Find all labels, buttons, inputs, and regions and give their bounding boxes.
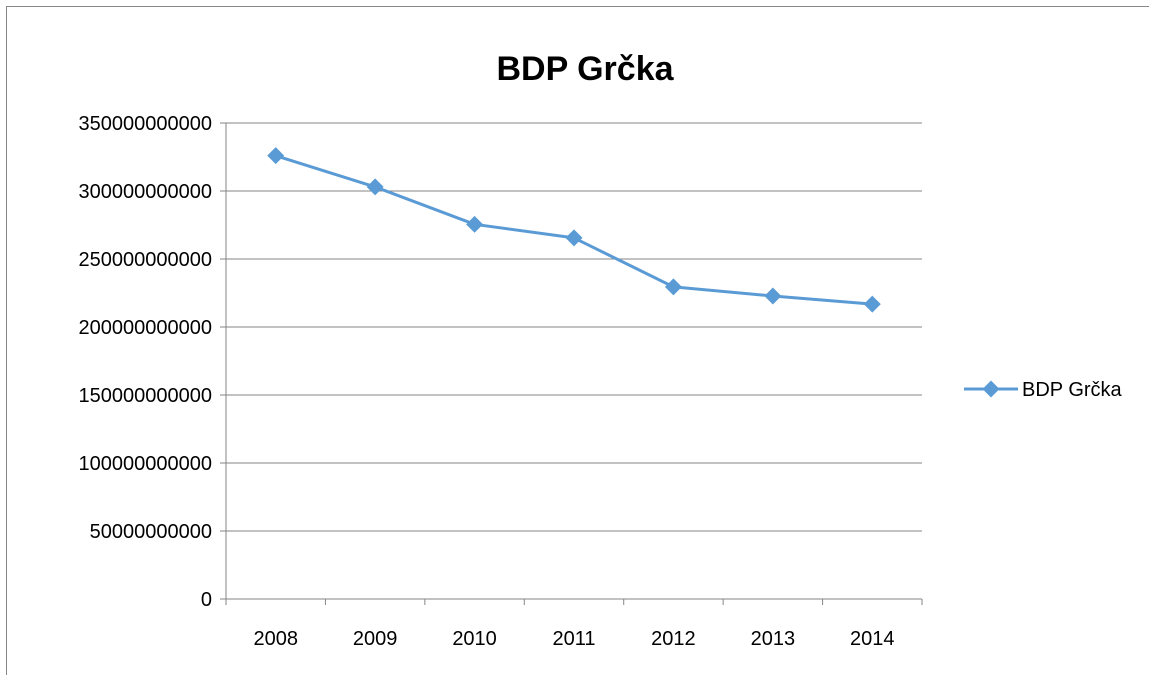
x-tick-label: 2014 — [850, 628, 895, 650]
legend: BDP Grčka — [964, 379, 1123, 401]
y-tick-label: 0 — [201, 589, 212, 611]
chart-title: BDP Grčka — [496, 50, 674, 88]
x-tick-label: 2011 — [552, 628, 595, 650]
legend-label: BDP Grčka — [1022, 379, 1123, 401]
data-point — [267, 147, 285, 165]
x-tick-label: 2012 — [651, 628, 696, 650]
gridlines — [226, 122, 922, 532]
data-point — [764, 287, 782, 305]
y-tick-label: 200000000000 — [79, 317, 212, 339]
y-tick-label: 350000000000 — [79, 113, 212, 135]
y-tick-label: 250000000000 — [79, 249, 212, 271]
y-axis-tick-labels: 0 50000000000 100000000000 150000000000 2000… — [79, 113, 212, 611]
data-point — [863, 295, 881, 313]
x-tick-label: 2009 — [353, 628, 398, 650]
y-tick-label: 50000000000 — [90, 521, 212, 543]
x-tick-label: 2008 — [253, 628, 298, 650]
series-group — [267, 147, 881, 313]
axes — [220, 122, 923, 605]
x-axis-tick-labels: 2008 2009 2010 2011 2012 2013 2014 — [253, 628, 894, 650]
data-point — [664, 278, 682, 296]
chart-frame — [6, 6, 1149, 675]
data-point — [366, 178, 384, 196]
x-tick-label: 2013 — [751, 628, 796, 650]
y-tick-label: 150000000000 — [79, 385, 212, 407]
legend-marker-diamond — [982, 380, 1000, 398]
data-point — [565, 229, 583, 247]
y-tick-label: 100000000000 — [79, 453, 212, 475]
y-tick-label: 300000000000 — [79, 181, 212, 203]
x-tick-label: 2010 — [452, 628, 497, 650]
data-point — [466, 215, 484, 233]
